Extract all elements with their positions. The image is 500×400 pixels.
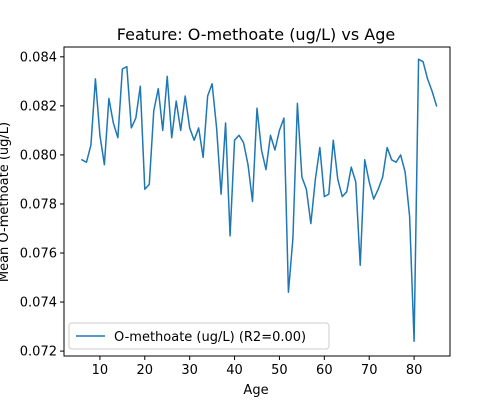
x-tick-label: 60 (316, 363, 333, 378)
legend-box (68, 322, 330, 350)
y-tick-label: 0.072 (20, 345, 57, 360)
x-tick-label: 70 (361, 363, 378, 378)
y-axis-title: Mean O-methoate (ug/L) (0, 122, 12, 282)
legend-label: O-methoate (ug/L) (R2=0.00) (114, 330, 306, 345)
y-tick-label: 0.078 (20, 197, 57, 212)
x-tick-label: 20 (137, 363, 154, 378)
x-tick-label: 10 (92, 363, 109, 378)
series-line (80, 58, 438, 343)
y-axis: 0.072 0.074 0.076 0.078 0.080 0.082 0.084 (20, 50, 64, 360)
y-tick-label: 0.082 (20, 99, 57, 114)
x-tick-label: 80 (406, 363, 423, 378)
y-tick-label: 0.080 (20, 148, 57, 163)
x-axis-title: Age (243, 383, 268, 398)
y-tick-label: 0.084 (20, 50, 57, 65)
x-tick-label: 40 (226, 363, 243, 378)
chart-title: Feature: O-methoate (ug/L) vs Age (117, 25, 395, 44)
y-tick-label: 0.076 (20, 247, 57, 262)
x-tick-label: 30 (181, 363, 198, 378)
plot-area (80, 58, 438, 343)
x-axis: 10 20 30 40 50 60 70 80 (92, 356, 423, 378)
y-tick-label: 0.074 (20, 296, 57, 311)
legend: O-methoate (ug/L) (R2=0.00) (68, 322, 330, 350)
plot-frame (63, 46, 451, 357)
x-tick-label: 50 (271, 363, 288, 378)
